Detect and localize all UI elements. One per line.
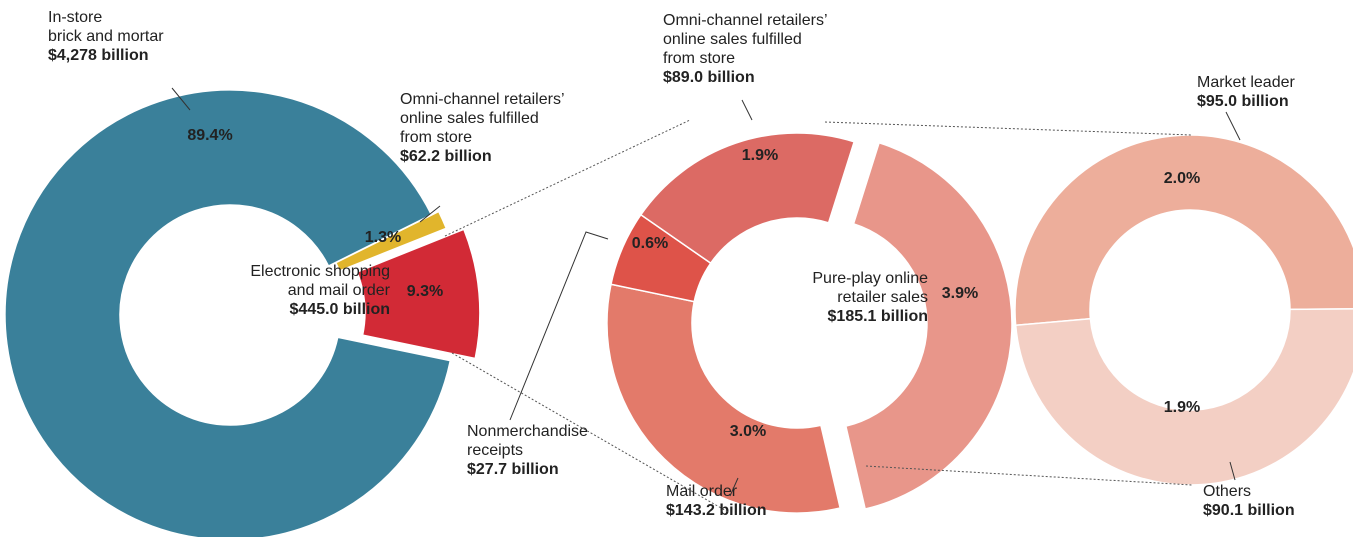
amount-label: $62.2 billion [400, 148, 492, 165]
value-label: 2.0% [1164, 170, 1200, 187]
connector [824, 121, 1193, 136]
leader-line [741, 99, 753, 121]
leader-line [729, 477, 739, 497]
amount-label: $90.1 billion [1203, 502, 1295, 519]
donut-chart: 1.3% Omni-channel retailers’ online sales … [4, 9, 565, 537]
amount-label: $27.7 billion [467, 461, 559, 478]
label-line: Others [1203, 483, 1251, 500]
amount-label: $185.1 billion [828, 308, 928, 325]
value-label: 3.9% [942, 285, 978, 302]
amount-label: $95.0 billion [1197, 93, 1289, 110]
slice-label: Mail order $143.2 billion [666, 483, 766, 519]
donut-slice [356, 228, 481, 360]
label-line: from store [663, 50, 735, 67]
label-line: Pure-play online [812, 270, 928, 287]
label-line: retailer sales [837, 289, 928, 306]
donut-slice [639, 132, 856, 265]
donut-chart: 3.9% Pure-play online retailer sales $185.1… [467, 12, 1013, 519]
label-line: Market leader [1197, 74, 1295, 91]
label-line: Electronic shopping [250, 263, 390, 280]
leader-line [509, 231, 609, 421]
slice-label: Pure-play online retailer sales $185.1 bil… [812, 270, 928, 325]
amount-label: $4,278 billion [48, 47, 148, 64]
donut-slice [334, 210, 448, 272]
donut-slice [4, 89, 452, 537]
donut-slice [1014, 134, 1353, 327]
donut-chart: 2.0% Market leader $95.0 billion 1.9% Others… [1014, 74, 1353, 519]
label-line: online sales fulfilled [663, 31, 802, 48]
amount-label: $445.0 billion [290, 301, 390, 318]
slice-label: Market leader $95.0 billion [1197, 74, 1295, 110]
label-line: brick and mortar [48, 28, 164, 45]
label-line: Omni-channel retailers’ [663, 12, 828, 29]
label-line: from store [400, 129, 472, 146]
label-line: In-store [48, 9, 102, 26]
label-line: Omni-channel retailers’ [400, 91, 565, 108]
label-line: online sales fulfilled [400, 110, 539, 127]
value-label: 3.0% [730, 423, 766, 440]
slice-label: Omni-channel retailers’ online sales fulf… [663, 12, 828, 86]
slice-label: Electronic shopping and mail order $445.0 … [250, 263, 390, 318]
value-label: 0.6% [632, 235, 668, 252]
slice-label: Nonmerchandise receipts $27.7 billion [467, 423, 588, 478]
donut-slice [844, 141, 1013, 510]
slice-label: Omni-channel retailers’ online sales fulf… [400, 91, 565, 165]
leader-line [171, 87, 191, 111]
leader-line [419, 205, 441, 223]
donut-slice [1014, 308, 1353, 486]
label-line: receipts [467, 442, 523, 459]
label-line: Mail order [666, 483, 738, 500]
slice-label: Others $90.1 billion [1203, 483, 1295, 519]
connector [451, 352, 729, 513]
label-line: Nonmerchandise [467, 423, 588, 440]
value-label: 89.4% [187, 127, 232, 144]
value-label: 1.9% [742, 147, 778, 164]
connector [865, 465, 1193, 486]
value-label: 9.3% [407, 283, 443, 300]
donut-slice [606, 283, 842, 514]
leader-line [1229, 461, 1236, 481]
slice-label: In-store brick and mortar $4,278 billion [48, 9, 164, 64]
leader-line [1225, 111, 1241, 141]
amount-label: $143.2 billion [666, 502, 766, 519]
value-label: 1.9% [1164, 399, 1200, 416]
connector [444, 119, 691, 237]
value-label: 1.3% [365, 229, 401, 246]
label-line: and mail order [288, 282, 391, 299]
amount-label: $89.0 billion [663, 69, 755, 86]
